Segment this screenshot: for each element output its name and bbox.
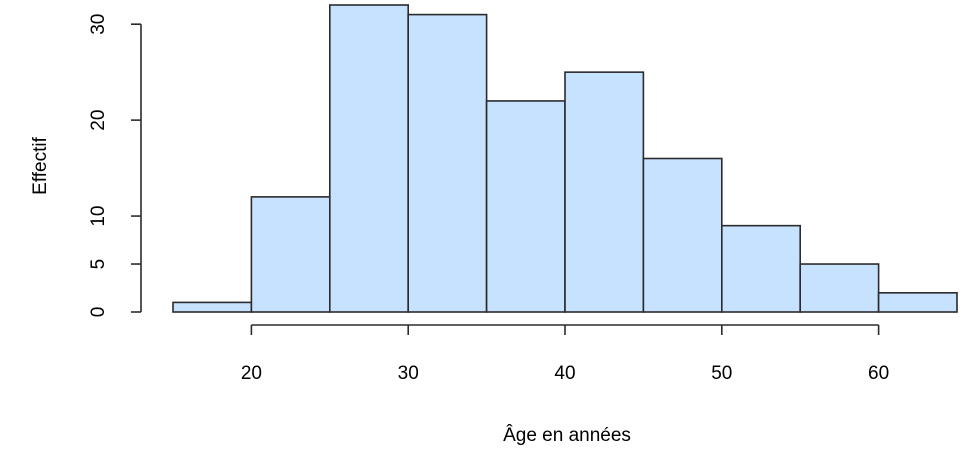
y-axis-label: Effectif: [30, 136, 51, 194]
x-tick-label: 60: [868, 363, 889, 384]
y-tick-label: 5: [88, 259, 109, 270]
x-tick-label: 40: [554, 363, 575, 384]
x-tick-label: 20: [241, 363, 262, 384]
y-tick-label: 20: [88, 110, 109, 131]
x-axis: 20 30 40 50 60: [241, 324, 889, 384]
y-tick-label: 0: [88, 307, 109, 318]
histogram-bar: [172, 301, 253, 313]
histogram-bar: [485, 100, 566, 313]
x-tick-label: 50: [711, 363, 732, 384]
histogram-bar: [720, 224, 801, 313]
histogram-bar: [642, 157, 723, 313]
histogram-bar: [564, 71, 645, 313]
histogram-bar: [799, 263, 880, 313]
histogram-bar: [877, 292, 958, 313]
bars-group: [172, 4, 958, 313]
histogram-bar: [250, 196, 331, 313]
y-tick-label: 30: [88, 14, 109, 35]
histogram-bar: [328, 4, 409, 313]
histogram-bar: [407, 13, 488, 313]
y-tick-label: 10: [88, 205, 109, 226]
y-axis: 0 5 10 20 30: [88, 14, 142, 318]
x-tick-label: 30: [398, 363, 419, 384]
x-axis-label: Âge en années: [503, 424, 631, 446]
